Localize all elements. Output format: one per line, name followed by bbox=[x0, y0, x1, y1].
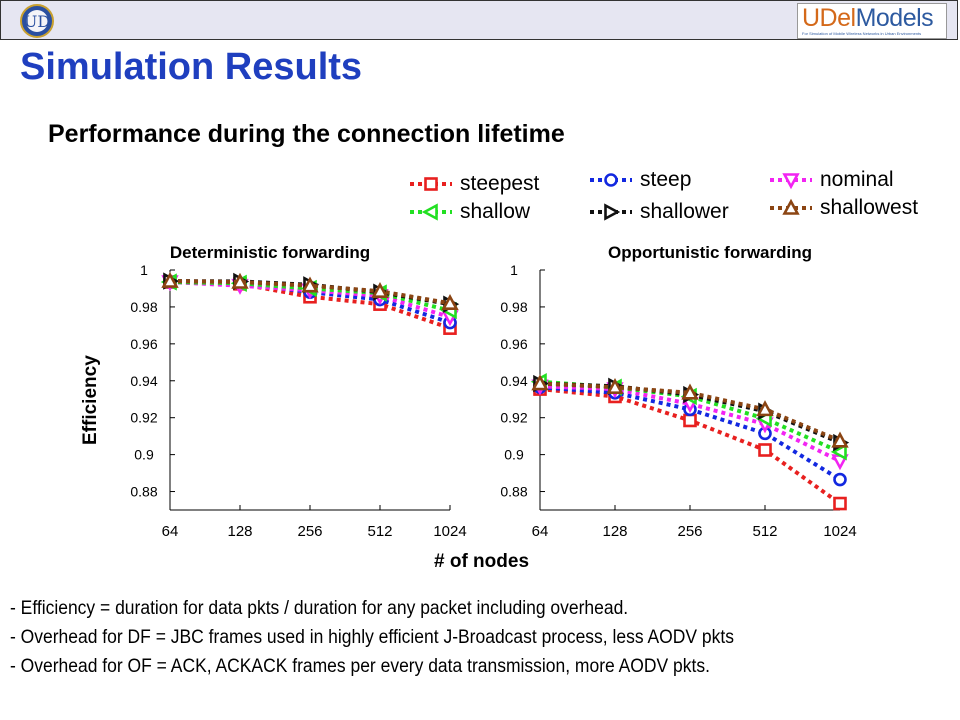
svg-text:UD: UD bbox=[24, 12, 50, 31]
slide-title: Simulation Results bbox=[20, 46, 363, 88]
y-tick-label: 0.96 bbox=[130, 336, 157, 352]
chart-title: Deterministic forwarding bbox=[170, 243, 370, 262]
legend-marker-shallower bbox=[604, 203, 621, 221]
y-axis-label: Efficiency bbox=[80, 355, 101, 445]
x-tick-label: 1024 bbox=[823, 523, 856, 540]
brand-second-text: Models bbox=[855, 4, 934, 32]
note-overhead-df: - Overhead for DF = JBC frames used in h… bbox=[10, 627, 734, 648]
legend-item-shallow: shallow bbox=[408, 200, 530, 224]
slide-subtitle: Performance during the connection lifeti… bbox=[48, 120, 565, 148]
y-tick-label: 0.88 bbox=[130, 484, 157, 500]
university-seal-icon: UD bbox=[20, 4, 54, 38]
deterministic-forwarding-chart: Deterministic forwarding 1 0.98 0.96 0.94 0.9… bbox=[130, 243, 466, 540]
data-point-shallowest bbox=[441, 294, 459, 311]
legend-marker-steepest bbox=[424, 177, 438, 191]
header-bar: UD UDelModels For Simulation of Mobile W… bbox=[0, 0, 958, 40]
y-tick-label: 0.94 bbox=[500, 373, 527, 389]
udel-models-logo: UDelModels For Simulation of Mobile Wire… bbox=[797, 3, 947, 39]
series-line-shallowest bbox=[169, 279, 451, 306]
data-point-shallowest bbox=[301, 276, 319, 293]
opportunistic-forwarding-chart: Opportunistic forwarding 1 0.98 0.96 0.94 0.9… bbox=[500, 243, 856, 540]
y-tick-label: 0.96 bbox=[500, 336, 527, 352]
legend-marker-steep bbox=[604, 173, 618, 187]
legend-label-nominal: nominal bbox=[820, 168, 894, 191]
x-tick-label: 1024 bbox=[433, 523, 466, 540]
legend-label-steep: steep bbox=[640, 168, 692, 191]
legend-swatch-steep bbox=[590, 173, 632, 187]
data-point-shallowest bbox=[606, 378, 624, 395]
x-tick-label: 128 bbox=[227, 523, 252, 540]
legend-label-shallower: shallower bbox=[640, 200, 729, 223]
chart-title: Opportunistic forwarding bbox=[608, 243, 812, 262]
series-shallowest bbox=[531, 374, 849, 448]
x-tick-label: 256 bbox=[297, 523, 322, 540]
x-tick-label: 256 bbox=[677, 523, 702, 540]
series-shallowest bbox=[161, 271, 459, 311]
brand-tagline: For Simulation of Mobile Wireless Networ… bbox=[802, 31, 922, 36]
y-tick-label: 0.92 bbox=[130, 410, 157, 426]
legend-marker-shallowest bbox=[782, 198, 800, 215]
data-point-shallowest bbox=[371, 282, 389, 299]
brand-main-text: UDel bbox=[802, 4, 856, 32]
data-point-shallowest bbox=[531, 374, 549, 391]
x-tick-label: 64 bbox=[532, 523, 549, 540]
legend-label-steepest: steepest bbox=[460, 172, 540, 195]
series-line-shallowest bbox=[539, 381, 841, 443]
note-overhead-of: - Overhead for OF = ACK, ACKACK frames p… bbox=[10, 656, 710, 677]
data-point-steepest bbox=[833, 496, 847, 511]
x-tick-label: 64 bbox=[162, 523, 179, 540]
series-line-steep bbox=[169, 280, 451, 325]
legend-item-nominal: nominal bbox=[768, 168, 894, 192]
series-line-nominal bbox=[169, 280, 451, 319]
legend-marker-nominal bbox=[782, 173, 800, 190]
legend-swatch-nominal bbox=[770, 173, 812, 190]
series-line-shallow bbox=[169, 280, 451, 313]
x-axis-label: # of nodes bbox=[434, 551, 530, 572]
data-point-shallowest bbox=[831, 431, 849, 448]
data-point-shallowest bbox=[231, 272, 249, 289]
x-tick-label: 512 bbox=[752, 523, 777, 540]
y-tick-label: 0.98 bbox=[130, 299, 157, 315]
data-point-shallowest bbox=[681, 383, 699, 400]
legend-swatch-shallowest bbox=[770, 198, 812, 215]
chart-legend: steepest steep nominal shallow shallower shal… bbox=[400, 162, 960, 232]
y-tick-label: 1 bbox=[510, 262, 518, 278]
data-point-steepest bbox=[683, 413, 697, 428]
data-point-shallow bbox=[830, 443, 847, 461]
data-point-steepest bbox=[758, 443, 772, 457]
data-point-shallowest bbox=[161, 271, 179, 288]
data-point-shallowest bbox=[756, 400, 774, 417]
x-tick-label: 128 bbox=[602, 523, 627, 540]
y-tick-label: 0.9 bbox=[134, 447, 154, 463]
legend-label-shallowest: shallowest bbox=[820, 196, 919, 219]
legend-marker-shallow bbox=[421, 203, 438, 221]
notes-list: - Efficiency = duration for data pkts / … bbox=[10, 594, 734, 681]
legend-swatch-shallower bbox=[590, 203, 632, 221]
data-point-steep bbox=[833, 472, 847, 487]
legend-item-shallower: shallower bbox=[588, 200, 729, 224]
y-tick-label: 0.9 bbox=[504, 447, 524, 463]
legend-item-steep: steep bbox=[588, 168, 691, 192]
note-efficiency: - Efficiency = duration for data pkts / … bbox=[10, 598, 629, 619]
y-tick-label: 0.92 bbox=[500, 410, 527, 426]
legend-item-shallowest: shallowest bbox=[768, 196, 918, 220]
legend-swatch-shallow bbox=[410, 203, 452, 221]
y-tick-label: 0.98 bbox=[500, 299, 527, 315]
x-tick-label: 512 bbox=[367, 523, 392, 540]
y-tick-label: 0.94 bbox=[130, 373, 157, 389]
legend-item-steepest: steepest bbox=[408, 172, 539, 196]
series-line-nominal bbox=[539, 384, 841, 463]
legend-label-shallow: shallow bbox=[460, 200, 531, 223]
y-tick-label: 1 bbox=[140, 262, 148, 278]
legend-swatch-steepest bbox=[410, 177, 452, 191]
y-tick-label: 0.88 bbox=[500, 484, 527, 500]
